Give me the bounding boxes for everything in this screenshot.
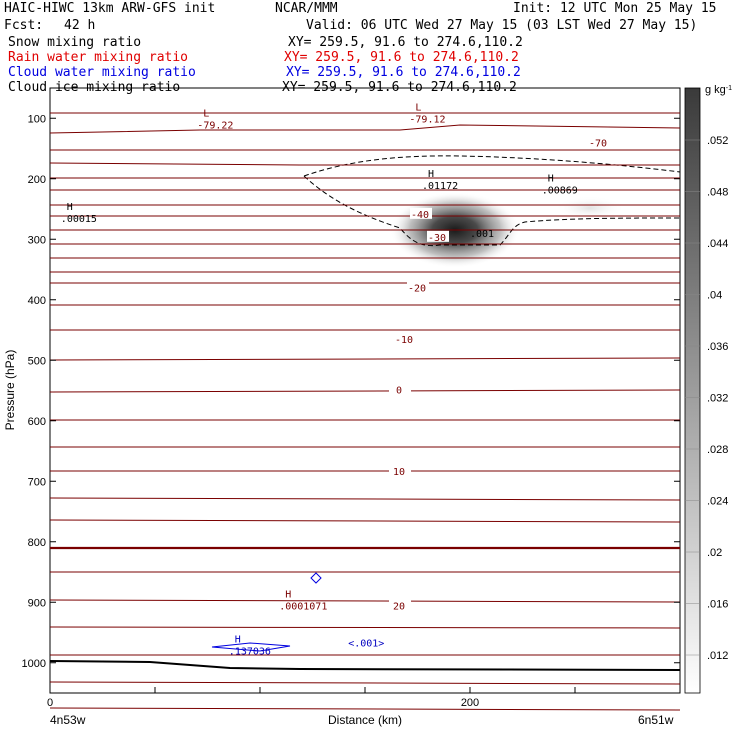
isotherm-label: 10	[393, 467, 405, 478]
y-tick-label: 800	[28, 537, 46, 549]
colorbar-label: .044	[707, 238, 728, 250]
x-axis-label: Distance (km)	[328, 713, 402, 727]
contour-label-bg	[394, 333, 416, 345]
colorbar-label: .036	[707, 341, 728, 353]
y-tick-label: 600	[28, 416, 46, 428]
annotation-value: <.001>	[348, 638, 384, 649]
isotherm-label: 20	[393, 601, 405, 612]
high-marker: H	[428, 169, 434, 180]
y-tick-label: 500	[28, 355, 46, 367]
contour-label-bg	[407, 281, 429, 293]
low-marker: L	[203, 108, 209, 119]
isotherm-label: -40	[411, 210, 429, 221]
forecast-label: Fcst:	[4, 18, 44, 33]
colorbar-label: .02	[707, 547, 722, 559]
snow-shading-faint	[555, 196, 625, 220]
contour-label-bg	[389, 599, 411, 611]
x-tick-label: 200	[461, 697, 479, 709]
field-name-snow: Snow mixing ratio	[8, 35, 142, 50]
x-tick-label: 0	[47, 697, 53, 709]
terrain-line	[49, 660, 681, 671]
isotherm-label: -70	[589, 138, 607, 149]
contour-label-bg	[389, 383, 411, 395]
extremum-value: .00869	[542, 186, 578, 197]
cloud-ice-dashed-contour	[303, 155, 681, 247]
y-tick-label: 100	[28, 113, 46, 125]
model-title: HAIC-HIWC 13km ARW-GFS init	[4, 1, 216, 16]
colorbar-label: .016	[707, 599, 728, 611]
extremum-value: .137036	[229, 647, 271, 658]
isotherm-lines	[49, 112, 681, 711]
y-tick-label: 300	[28, 234, 46, 246]
isotherm-label: 0	[396, 385, 402, 396]
x-end-label-right: 6n51w	[638, 713, 674, 727]
colorbar-label: .024	[707, 496, 728, 508]
contour-label-bg	[389, 464, 411, 476]
annotation-value: .001	[470, 229, 494, 240]
extremum-value: -79.12	[409, 114, 445, 125]
y-tick-label: 700	[28, 476, 46, 488]
colorbar-label: .032	[707, 393, 728, 405]
high-marker: H	[548, 174, 554, 185]
high-marker: H	[285, 589, 291, 600]
field-xy-cloud-water: XY= 259.5, 91.6 to 274.6,110.2	[286, 65, 521, 80]
colorbar-label: .048	[707, 187, 728, 199]
colorbar-label: .04	[707, 290, 722, 302]
x-end-label-left: 4n53w	[50, 713, 86, 727]
high-marker: H	[67, 202, 73, 213]
colorbar-label: .028	[707, 444, 728, 456]
extremum-value: -79.22	[197, 120, 233, 131]
forecast-hours: 42 h	[64, 18, 96, 33]
colorbar	[684, 87, 701, 694]
colorbar-unit: g kg-1	[705, 84, 732, 96]
contour-label-bg	[427, 230, 449, 242]
org-label: NCAR/MMM	[275, 1, 338, 16]
contour-label-bg	[410, 207, 432, 219]
y-tick-label: 200	[28, 174, 46, 186]
isotherm-label: -10	[395, 335, 413, 346]
isotherm-label: -20	[408, 284, 426, 295]
field-xy-rain: XY= 259.5, 91.6 to 274.6,110.2	[284, 50, 519, 65]
cloud-water-marker	[310, 572, 322, 584]
field-name-cloud-water: Cloud water mixing ratio	[8, 65, 196, 80]
y-axis-label: Pressure (hPa)	[3, 350, 17, 431]
field-xy-snow: XY= 259.5, 91.6 to 274.6,110.2	[288, 35, 523, 50]
extremum-value: .01172	[422, 181, 458, 192]
init-time: Init: 12 UTC Mon 25 May 15	[513, 1, 717, 16]
extremum-value: .00015	[61, 214, 97, 225]
colorbar-label: .052	[707, 135, 728, 147]
y-tick-label: 900	[28, 597, 46, 609]
valid-time: Valid: 06 UTC Wed 27 May 15 (03 LST Wed …	[306, 18, 698, 33]
extremum-value: .0001071	[279, 601, 327, 612]
cloud-water-contour	[211, 642, 291, 652]
field-name-rain: Rain water mixing ratio	[8, 50, 189, 65]
low-marker: L	[415, 102, 421, 113]
contour-label-bg	[588, 136, 610, 148]
high-marker: H	[235, 635, 241, 646]
y-tick-label: 1000	[22, 658, 46, 670]
colorbar-label: .012	[707, 650, 728, 662]
isotherm-label: -30	[428, 233, 446, 244]
y-tick-label: 400	[28, 295, 46, 307]
